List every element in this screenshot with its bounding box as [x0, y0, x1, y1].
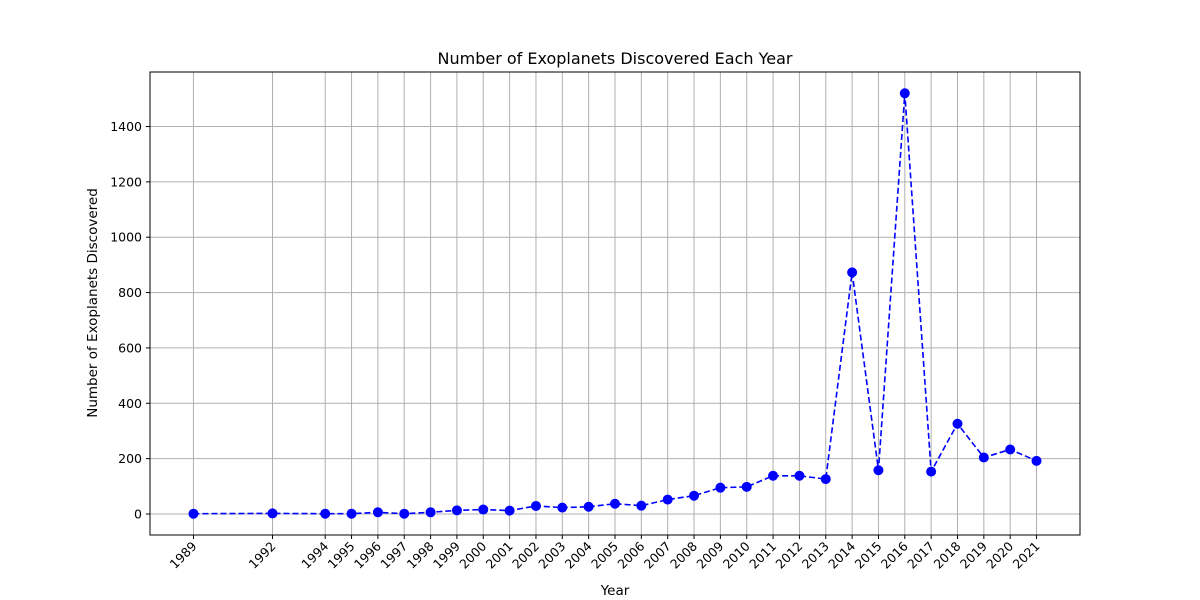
y-axis-ticks: 0 200 400 600 800 1000 1200 1400: [110, 119, 150, 521]
data-point-1996: [372, 507, 383, 518]
data-point-2014: [847, 267, 858, 278]
data-point-2015: [873, 465, 884, 476]
data-point-2019: [978, 452, 989, 463]
y-tick-label: 800: [118, 285, 142, 300]
data-point-1989: [188, 508, 199, 519]
chart-title: Number of Exoplanets Discovered Each Yea…: [438, 49, 793, 68]
data-point-2009: [715, 482, 726, 493]
y-tick-label: 600: [118, 340, 142, 355]
y-tick-label: 1200: [110, 174, 142, 189]
grid: [150, 72, 1080, 535]
y-tick-label: 200: [118, 451, 142, 466]
data-point-2018: [952, 418, 963, 429]
data-point-2021: [1031, 455, 1042, 466]
data-point-1997: [399, 508, 410, 519]
data-point-2010: [741, 481, 752, 492]
data-point-2017: [926, 466, 937, 477]
y-tick-label: 1000: [110, 230, 142, 245]
data-point-2012: [794, 470, 805, 481]
data-point-2000: [478, 504, 489, 515]
data-point-2005: [610, 498, 620, 509]
series-exoplanets: [188, 88, 1042, 519]
data-point-2008: [689, 490, 700, 501]
data-point-1999: [451, 505, 462, 516]
data-point-1992: [267, 508, 278, 519]
data-point-2006: [636, 500, 647, 511]
data-point-1998: [425, 507, 436, 518]
data-point-1994: [320, 508, 331, 519]
data-point-2013: [820, 474, 831, 485]
data-point-2016: [899, 88, 910, 99]
data-point-2003: [557, 502, 568, 513]
x-axis-title: Year: [600, 583, 630, 599]
series-line: [193, 93, 1037, 515]
y-tick-label: 1400: [110, 119, 142, 134]
data-point-2004: [583, 501, 594, 512]
y-tick-label: 400: [118, 396, 142, 411]
y-tick-label: 0: [134, 506, 142, 521]
data-point-2001: [504, 505, 515, 516]
data-point-2020: [1005, 444, 1016, 455]
data-point-2011: [768, 470, 779, 481]
y-axis-title: Number of Exoplanets Discovered: [85, 188, 101, 418]
data-point-2002: [530, 500, 541, 511]
data-point-1995: [346, 508, 357, 519]
data-point-2007: [662, 494, 673, 505]
